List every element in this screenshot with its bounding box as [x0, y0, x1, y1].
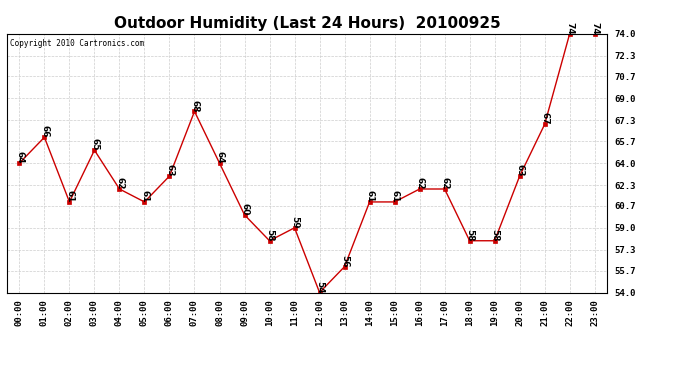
Text: 62: 62: [440, 177, 449, 190]
Text: 61: 61: [66, 190, 75, 202]
Text: 56: 56: [340, 255, 349, 267]
Text: 74: 74: [566, 22, 575, 34]
Text: 58: 58: [491, 229, 500, 242]
Text: 68: 68: [190, 100, 199, 112]
Text: 58: 58: [466, 229, 475, 242]
Text: 62: 62: [415, 177, 424, 190]
Text: 60: 60: [240, 203, 249, 216]
Text: 63: 63: [515, 164, 524, 177]
Title: Outdoor Humidity (Last 24 Hours)  20100925: Outdoor Humidity (Last 24 Hours) 2010092…: [114, 16, 500, 31]
Text: 58: 58: [266, 229, 275, 242]
Text: 63: 63: [166, 164, 175, 177]
Text: 64: 64: [215, 151, 224, 164]
Text: 59: 59: [290, 216, 299, 229]
Text: 62: 62: [115, 177, 124, 190]
Text: 54: 54: [315, 280, 324, 293]
Text: 65: 65: [90, 138, 99, 151]
Text: 61: 61: [391, 190, 400, 202]
Text: 66: 66: [40, 126, 49, 138]
Text: 67: 67: [540, 112, 549, 125]
Text: Copyright 2010 Cartronics.com: Copyright 2010 Cartronics.com: [10, 39, 144, 48]
Text: 61: 61: [366, 190, 375, 202]
Text: 74: 74: [591, 22, 600, 34]
Text: 64: 64: [15, 151, 24, 164]
Text: 61: 61: [140, 190, 149, 202]
